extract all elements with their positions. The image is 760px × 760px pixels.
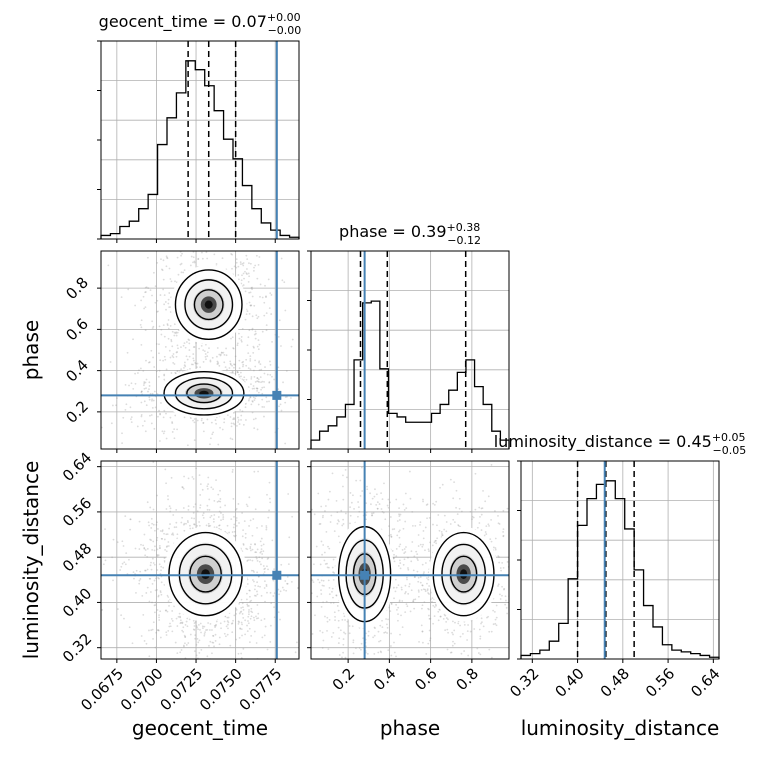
y-tick-label: 0.40 — [59, 584, 95, 620]
y-axis-label-luminosity_distance: luminosity_distance — [19, 461, 43, 660]
y-axis-phase: 0.2 0.4 0.6 0.8 phase — [19, 274, 101, 427]
hist-panel-luminosity_distance: luminosity_distance = 0.45+0.05 −0.05 — [494, 431, 747, 660]
x-tick-label: 0.0700 — [117, 665, 167, 715]
pair-panel-geocent_time-luminosity_distance — [100, 460, 300, 660]
y-tick-label: 0.4 — [62, 356, 92, 386]
hist-y-ticks — [517, 460, 521, 660]
contour-line — [189, 555, 222, 593]
y-tick-label: 0.32 — [59, 630, 95, 666]
x-tick-label: 0.8 — [453, 665, 483, 695]
y-tick-label: 0.6 — [62, 315, 92, 345]
x-tick-label: 0.0675 — [77, 665, 127, 715]
truth-marker — [272, 570, 282, 580]
y-tick-label: 0.64 — [59, 449, 95, 485]
y-tick-label: 0.8 — [62, 274, 92, 304]
panel-frame — [310, 460, 510, 660]
x-tick-label: 0.32 — [506, 665, 542, 701]
contour-line — [174, 377, 234, 410]
hist-title-geocent_time: geocent_time = 0.07+0.00 −0.00 — [99, 11, 302, 37]
contour-line — [193, 289, 224, 321]
contour-line — [441, 543, 486, 605]
contour-line — [174, 269, 243, 340]
hist-y-ticks — [97, 40, 101, 240]
panel-frame — [100, 250, 300, 450]
x-axis-label-geocent_time: geocent_time — [132, 716, 268, 740]
x-tick-label: 0.48 — [597, 665, 633, 701]
x-axis-geocent_time — [116, 449, 276, 453]
y-tick-label: 0.56 — [59, 494, 95, 530]
hist-panel-geocent_time: geocent_time = 0.07+0.00 −0.00 — [99, 11, 302, 240]
x-tick-label: 0.2 — [329, 665, 359, 695]
panel-frame — [520, 460, 720, 660]
panel-frame — [100, 460, 300, 660]
hist-y-ticks — [307, 250, 311, 450]
hist-panel-phase: phase = 0.39+0.38 −0.12 — [310, 221, 510, 450]
panel-frame — [310, 250, 510, 450]
hist-step-geocent_time — [100, 60, 300, 239]
hist-title-phase: phase = 0.39+0.38 −0.12 — [339, 221, 481, 247]
hist-step-luminosity_distance — [520, 480, 720, 659]
x-axis-label-phase: phase — [380, 716, 440, 740]
x-tick-label: 0.4 — [370, 665, 400, 695]
truth-marker — [272, 390, 282, 400]
x-tick-label: 0.64 — [687, 665, 723, 701]
x-axis-phase — [347, 449, 473, 453]
y-axis-label-phase: phase — [19, 320, 43, 380]
contour-line — [178, 543, 233, 605]
y-axis-luminosity_distance: 0.32 0.40 0.48 0.56 0.64 luminosity_distance — [19, 449, 101, 666]
x-axis-geocent_time — [116, 239, 276, 243]
x-axis-luminosity_distance: 0.32 0.40 0.48 0.56 0.64 luminosity_distance — [506, 659, 724, 740]
pair-panel-geocent_time-phase — [100, 250, 300, 450]
contour-line — [184, 279, 234, 331]
contour-line — [432, 531, 495, 617]
contour-line — [163, 370, 245, 416]
x-tick-label: 0.56 — [642, 665, 678, 701]
y-tick-label: 0.48 — [59, 539, 95, 575]
pair-panel-phase-luminosity_distance — [310, 460, 510, 660]
contour-line — [449, 555, 478, 593]
truth-marker — [360, 570, 370, 580]
y-tick-label: 0.2 — [62, 397, 92, 427]
hist-step-phase — [310, 300, 510, 449]
x-tick-label: 0.40 — [551, 665, 587, 701]
x-axis-label-luminosity_distance: luminosity_distance — [521, 716, 720, 740]
x-tick-label: 0.0725 — [156, 665, 206, 715]
panel-frame — [100, 40, 300, 240]
x-axis-geocent_time: 0.06750.07000.07250.07500.0775geocent_ti… — [77, 659, 285, 740]
contour-line — [168, 531, 243, 617]
x-tick-label: 0.0775 — [236, 665, 286, 715]
x-tick-label: 0.6 — [411, 665, 441, 695]
contour-line — [186, 383, 222, 404]
x-axis-phase: 0.2 0.4 0.6 0.8 phase — [329, 659, 482, 740]
x-tick-label: 0.0750 — [196, 665, 246, 715]
hist-title-luminosity_distance: luminosity_distance = 0.45+0.05 −0.05 — [494, 431, 747, 457]
